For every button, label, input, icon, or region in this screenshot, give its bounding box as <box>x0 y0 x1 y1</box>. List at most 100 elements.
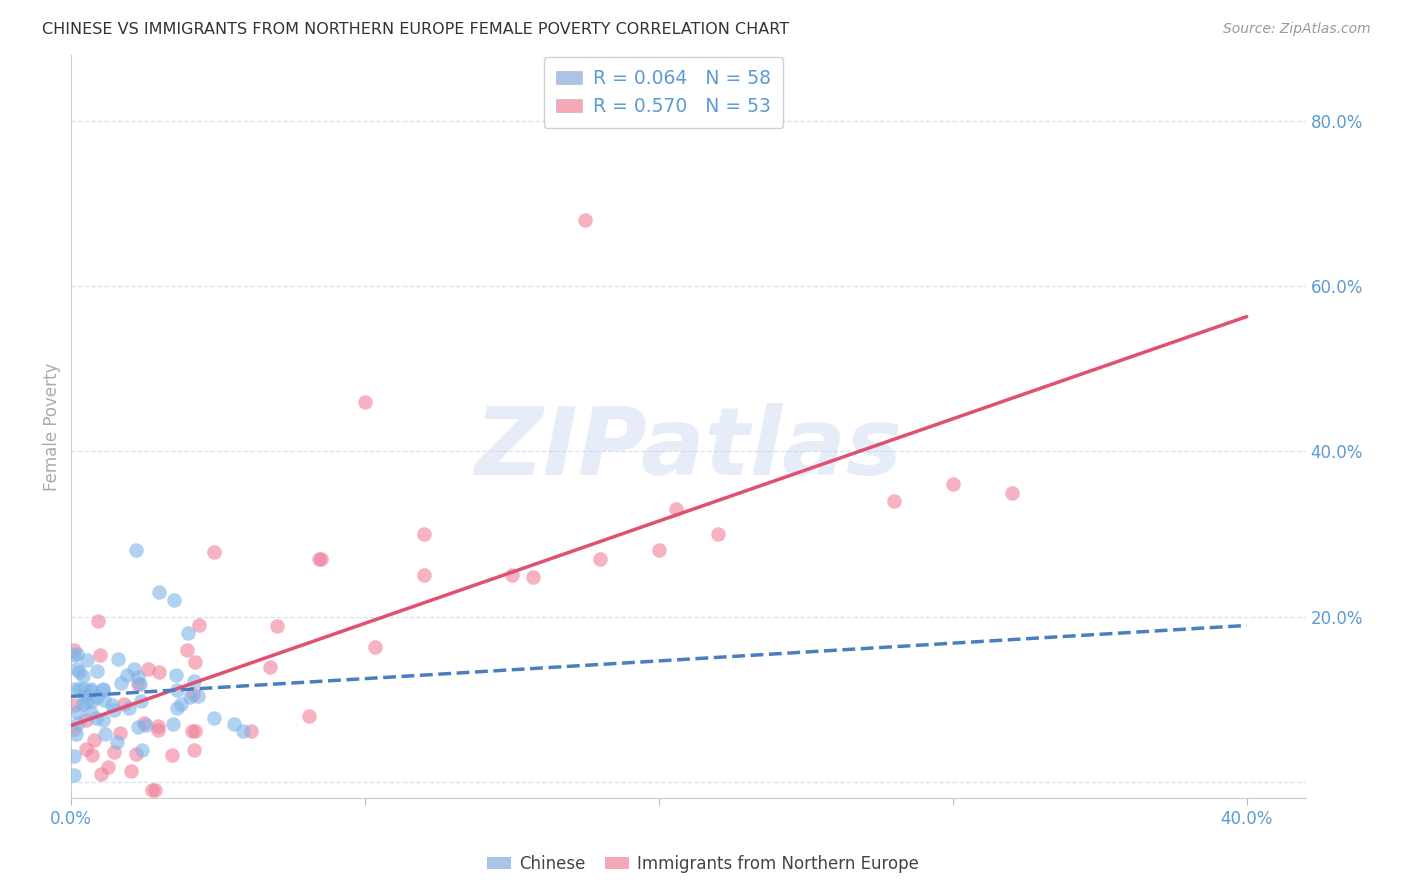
Point <box>202 711 225 725</box>
Point <box>65 726 87 740</box>
Point <box>62 643 84 657</box>
Point <box>124 543 146 558</box>
Point <box>63 749 86 764</box>
Point <box>266 619 288 633</box>
Point <box>75 741 97 756</box>
Point <box>412 568 434 582</box>
Point <box>62 682 84 697</box>
Point <box>62 698 84 712</box>
Point <box>1000 485 1022 500</box>
Point <box>232 723 254 738</box>
Point <box>97 759 120 773</box>
Point <box>110 676 132 690</box>
Point <box>103 746 125 760</box>
Point <box>62 722 84 736</box>
Point <box>883 494 905 508</box>
Point <box>103 703 125 717</box>
Point <box>89 648 111 663</box>
Point <box>146 723 169 738</box>
Point <box>132 716 155 731</box>
Point <box>80 748 103 763</box>
Legend: Chinese, Immigrants from Northern Europe: Chinese, Immigrants from Northern Europe <box>481 848 925 880</box>
Point <box>100 698 122 713</box>
Point <box>80 681 103 696</box>
Point <box>76 653 98 667</box>
Point <box>184 724 207 739</box>
Point <box>86 664 108 678</box>
Point <box>118 700 141 714</box>
Point <box>122 662 145 676</box>
Point <box>146 719 169 733</box>
Point <box>353 395 375 409</box>
Legend: R = 0.064   N = 58, R = 0.570   N = 53: R = 0.064 N = 58, R = 0.570 N = 53 <box>544 57 783 128</box>
Point <box>309 551 332 566</box>
Point <box>181 686 204 700</box>
Y-axis label: Female Poverty: Female Poverty <box>44 362 60 491</box>
Point <box>163 593 186 607</box>
Point <box>574 213 596 227</box>
Point <box>67 681 90 696</box>
Point <box>112 698 135 712</box>
Point <box>364 640 387 655</box>
Point <box>129 693 152 707</box>
Point <box>183 743 205 757</box>
Point <box>93 693 115 707</box>
Text: ZIPatlas: ZIPatlas <box>474 403 903 495</box>
Point <box>66 706 89 720</box>
Point <box>127 720 149 734</box>
Point <box>76 695 98 709</box>
Point <box>72 668 94 682</box>
Point <box>589 551 612 566</box>
Point <box>62 768 84 782</box>
Point <box>120 764 142 778</box>
Point <box>67 665 90 680</box>
Point <box>308 551 330 566</box>
Point <box>94 727 117 741</box>
Point <box>82 694 104 708</box>
Text: Source: ZipAtlas.com: Source: ZipAtlas.com <box>1223 22 1371 37</box>
Point <box>66 716 89 731</box>
Point <box>176 643 198 657</box>
Point <box>184 655 207 669</box>
Point <box>501 568 523 582</box>
Point <box>166 683 188 698</box>
Point <box>187 618 209 632</box>
Point <box>648 543 671 558</box>
Point <box>73 682 96 697</box>
Point <box>942 477 965 491</box>
Point <box>127 670 149 684</box>
Point <box>222 717 245 731</box>
Point <box>105 735 128 749</box>
Point <box>91 713 114 727</box>
Point <box>75 713 97 727</box>
Point <box>73 690 96 704</box>
Point <box>128 677 150 691</box>
Point <box>202 545 225 559</box>
Point <box>107 651 129 665</box>
Point <box>86 711 108 725</box>
Point <box>298 709 321 723</box>
Point <box>80 683 103 698</box>
Point <box>141 783 163 797</box>
Point <box>87 614 110 628</box>
Point <box>90 766 112 780</box>
Point <box>166 700 188 714</box>
Point <box>179 690 201 704</box>
Point <box>91 682 114 697</box>
Point <box>162 717 184 731</box>
Point <box>181 723 204 738</box>
Point <box>187 690 209 704</box>
Point <box>665 501 688 516</box>
Text: CHINESE VS IMMIGRANTS FROM NORTHERN EUROPE FEMALE POVERTY CORRELATION CHART: CHINESE VS IMMIGRANTS FROM NORTHERN EURO… <box>42 22 789 37</box>
Point <box>239 724 262 739</box>
Point <box>177 626 200 640</box>
Point <box>66 647 89 661</box>
Point <box>183 674 205 689</box>
Point <box>148 584 170 599</box>
Point <box>522 569 544 583</box>
Point <box>80 706 103 720</box>
Point <box>62 648 84 662</box>
Point <box>86 690 108 704</box>
Point <box>91 681 114 696</box>
Point <box>127 677 149 691</box>
